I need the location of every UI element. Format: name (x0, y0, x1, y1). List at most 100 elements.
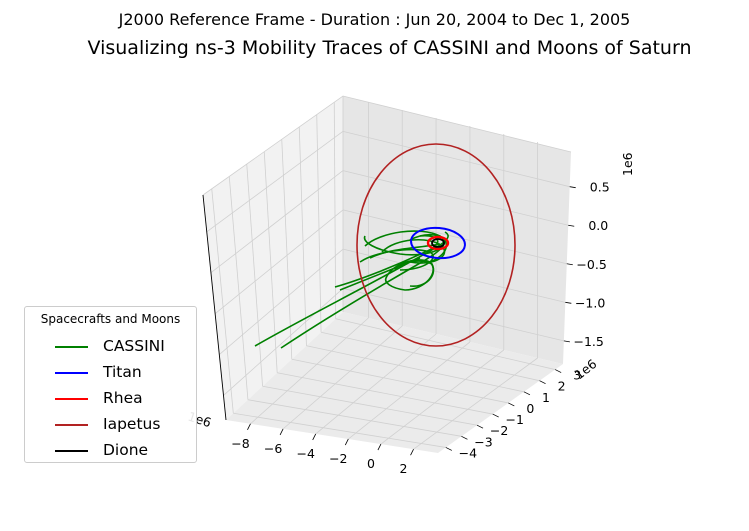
legend-swatch (55, 398, 88, 400)
y-tick-label: −4 (459, 445, 477, 460)
x-tick-label: −8 (231, 436, 249, 451)
z-tick (565, 301, 572, 304)
x-gridline (315, 333, 437, 435)
legend-swatch (55, 424, 88, 426)
x-tick (377, 443, 382, 451)
series-line-rhea (426, 235, 450, 251)
y-gridline-left (263, 151, 278, 373)
z-tick-label: −0.5 (576, 257, 606, 272)
series-line-dione (431, 238, 445, 248)
y-gridline-left (333, 102, 337, 319)
y-tick (445, 447, 452, 451)
y-gridline-left (298, 126, 307, 346)
x-tick (247, 423, 251, 430)
legend-label: Iapetus (103, 415, 161, 433)
y-tick-label: 1 (542, 390, 550, 405)
y-gridline (320, 331, 540, 382)
z-offset-label: 1e6 (620, 152, 635, 176)
z-gridline (342, 130, 570, 188)
legend-label: CASSINI (103, 337, 165, 355)
y-tick (492, 413, 499, 418)
z-gridline-left (210, 170, 344, 274)
legend-title: Spacecrafts and Moons (40, 312, 181, 326)
y-gridline (277, 372, 493, 415)
x-tick (410, 449, 414, 456)
y-gridline (291, 358, 509, 404)
y-gridline-left (211, 188, 234, 414)
y-tick-label: 0 (526, 401, 534, 416)
z-gridline-left (206, 131, 344, 233)
legend-item-titan: Titan (25, 361, 195, 387)
y-tick-label: −1 (505, 412, 523, 427)
y-tick-label: 2 (558, 379, 566, 394)
z-tick-label: −1.0 (575, 295, 605, 310)
x-gridline (413, 357, 538, 450)
series-line-cassini (363, 230, 446, 256)
x-gridline (250, 317, 369, 425)
x-gridline (282, 325, 403, 430)
axis-lines (202, 194, 227, 421)
z-tick-label: −1.5 (574, 334, 604, 349)
z-gridline-left (223, 288, 344, 396)
series-line-titan (410, 226, 466, 260)
legend-item-dione: Dione (25, 439, 195, 465)
legend-item-cassini: CASSINI (25, 335, 195, 361)
legend-label: Rhea (103, 389, 143, 407)
x-tick-label: 2 (400, 461, 408, 476)
z-gridline-left (219, 248, 344, 355)
z-tick-label: 0.5 (590, 180, 610, 195)
y-gridline-left (316, 114, 322, 333)
y-tick (555, 369, 562, 373)
z-gridline (342, 288, 564, 342)
series-line-cassini (339, 257, 421, 291)
x-gridline (348, 341, 471, 440)
y-tick (539, 380, 546, 385)
y-gridline (262, 385, 478, 426)
legend-item-iapetus: Iapetus (25, 413, 195, 439)
y-tick-label: 3 (573, 368, 581, 383)
legend-swatch (55, 450, 88, 452)
z-tick (569, 186, 576, 189)
grid-lines (206, 102, 570, 450)
chart-title: Visualizing ns-3 Mobility Traces of CASS… (87, 37, 692, 59)
legend-label: Titan (103, 363, 142, 381)
z-tick (568, 224, 575, 227)
x-tick-label: −2 (329, 451, 347, 466)
x-tick (344, 438, 349, 446)
x-tick-label: −6 (264, 441, 282, 456)
legend: Spacecrafts and Moons CASSINI Titan Rhea… (24, 306, 197, 463)
z-gridline (342, 248, 566, 303)
z-gridline (342, 209, 567, 265)
y-tick (523, 391, 531, 396)
y-gridline (306, 345, 525, 393)
y-tick (508, 402, 515, 407)
y-tick (476, 424, 484, 429)
y-tick-label: −3 (474, 434, 492, 449)
tick-marks (247, 186, 576, 456)
z-gridline (342, 170, 569, 226)
x-tick (279, 428, 284, 436)
x-tick-label: −4 (296, 446, 314, 461)
z-tick (566, 263, 573, 266)
back-pane (343, 96, 571, 364)
x-tick-label: 0 (367, 456, 375, 471)
floor-pane (226, 312, 563, 453)
pane-edges (202, 95, 572, 312)
y-gridline-left (246, 164, 263, 387)
y-gridline (233, 412, 446, 448)
y-gridline-left (281, 139, 293, 360)
figure-suptitle: J2000 Reference Frame - Duration : Jun 2… (118, 10, 631, 29)
legend-label: Dione (103, 441, 149, 459)
series-line-iapetus (356, 143, 516, 347)
z-tick (563, 340, 570, 343)
legend-swatch (55, 372, 88, 374)
series-layer (254, 143, 516, 349)
y-gridline (335, 318, 556, 370)
legend-swatch (55, 346, 88, 348)
legend-item-rhea: Rhea (25, 387, 195, 413)
y-gridline (247, 399, 462, 437)
y-tick-label: −2 (490, 423, 508, 438)
y-tick (461, 435, 468, 440)
z-gridline-left (214, 209, 344, 314)
